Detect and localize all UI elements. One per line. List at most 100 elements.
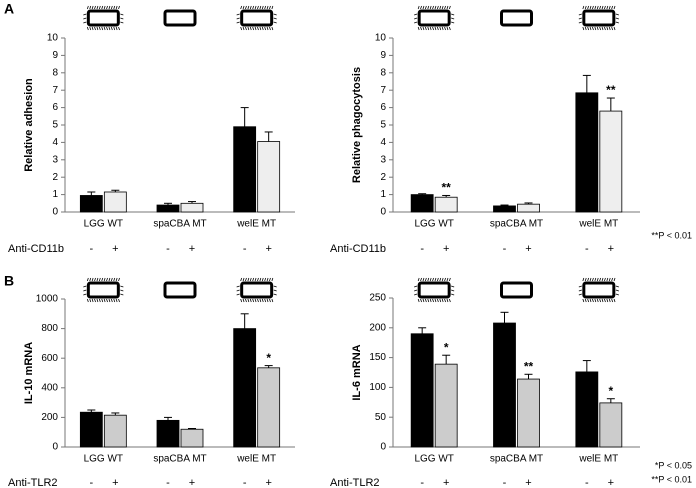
pili xyxy=(451,289,455,292)
pili xyxy=(249,277,252,282)
significance: ** xyxy=(524,359,534,373)
pili xyxy=(601,298,604,303)
error-bar xyxy=(418,193,427,195)
pili xyxy=(417,298,420,303)
pili xyxy=(247,26,250,31)
pili xyxy=(118,5,120,10)
pili xyxy=(451,21,455,24)
pili xyxy=(446,277,449,282)
treatment-sign: + xyxy=(265,477,271,488)
pili xyxy=(269,26,271,31)
pili xyxy=(236,17,240,20)
pili xyxy=(596,5,599,10)
pili xyxy=(414,17,418,20)
pili xyxy=(578,21,582,24)
bar xyxy=(517,378,540,448)
pili xyxy=(89,277,92,282)
pili xyxy=(101,5,104,10)
pili xyxy=(115,5,118,10)
error-bar xyxy=(164,416,172,421)
treatment-sign: + xyxy=(112,243,118,255)
treatment-sign: - xyxy=(585,243,589,255)
pili xyxy=(264,5,267,10)
bar xyxy=(410,194,434,213)
treatment-sign: + xyxy=(525,243,531,255)
pili xyxy=(103,277,106,282)
y-axis-label: IL-6 mRNA xyxy=(351,344,363,400)
pili xyxy=(264,298,267,303)
pili xyxy=(252,298,255,303)
pili xyxy=(261,277,264,282)
bar xyxy=(599,402,623,448)
error-bar xyxy=(87,409,96,413)
pili xyxy=(451,17,455,20)
y-tick-label: 8 xyxy=(52,67,58,78)
pili xyxy=(249,5,252,10)
pili xyxy=(414,289,418,292)
bacterium-icon xyxy=(417,281,451,299)
significance: * xyxy=(266,351,271,365)
pili xyxy=(592,5,594,10)
pili xyxy=(436,26,439,31)
pili xyxy=(436,298,439,303)
pili xyxy=(86,5,89,10)
pili xyxy=(448,277,451,282)
y-tick-label: 200 xyxy=(41,412,58,423)
bar xyxy=(493,205,516,213)
y-tick-label: 400 xyxy=(41,382,58,393)
pili xyxy=(578,293,582,296)
pili xyxy=(91,26,94,31)
pili xyxy=(269,277,271,282)
error-bar xyxy=(240,313,249,329)
pili xyxy=(594,277,597,282)
pili xyxy=(584,298,587,303)
x-tick-label: welE MT xyxy=(236,454,276,465)
y-tick-label: 5 xyxy=(52,120,58,131)
pili xyxy=(414,21,418,24)
y-tick-label: 6 xyxy=(380,102,386,113)
pili xyxy=(273,21,277,24)
pili xyxy=(422,277,425,282)
pili xyxy=(429,298,432,303)
pili xyxy=(271,298,274,303)
footnote: **P < 0.01 xyxy=(651,230,692,240)
pili xyxy=(106,26,108,31)
bacterium-icon xyxy=(163,9,197,27)
bar xyxy=(103,414,127,448)
treatment-sign: - xyxy=(585,477,589,488)
pili xyxy=(120,289,124,292)
pili xyxy=(254,277,257,282)
pili xyxy=(615,285,619,288)
pili xyxy=(441,5,444,10)
pili xyxy=(245,298,247,303)
bar xyxy=(257,141,281,213)
footnote: **P < 0.01 xyxy=(651,474,692,484)
pili xyxy=(252,26,255,31)
pili xyxy=(420,298,422,303)
error-bar xyxy=(524,373,533,380)
pili xyxy=(599,277,602,282)
pili xyxy=(266,5,269,10)
pili xyxy=(594,298,597,303)
treatment-sign: - xyxy=(89,477,93,488)
pili xyxy=(113,277,116,282)
pili xyxy=(420,5,422,10)
bacterium-icon xyxy=(240,9,274,27)
y-tick-label: 3 xyxy=(52,154,58,165)
y-axis-label: Relative phagocytosis xyxy=(351,67,363,183)
pili xyxy=(101,298,104,303)
pili xyxy=(259,298,262,303)
pili xyxy=(589,5,592,10)
pili xyxy=(264,277,267,282)
y-tick-label: 10 xyxy=(47,33,59,44)
error-bar xyxy=(606,398,615,403)
y-tick-label: 0 xyxy=(52,207,58,218)
pili xyxy=(422,5,425,10)
pili xyxy=(113,298,116,303)
pili xyxy=(582,277,585,282)
treatment-sign: - xyxy=(166,477,170,488)
pili xyxy=(613,298,616,303)
pili xyxy=(94,298,96,303)
pili xyxy=(439,5,442,10)
